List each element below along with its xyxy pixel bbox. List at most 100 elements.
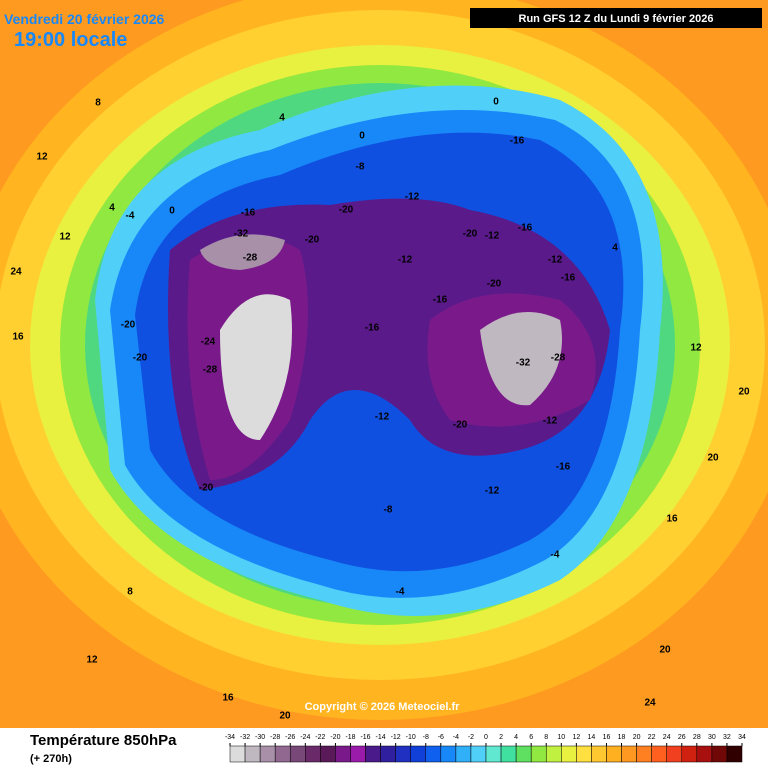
contour-label: -20 [305,235,320,246]
legend-tick-label: -28 [270,734,280,741]
legend-swatch [259,745,276,763]
legend-swatch [545,745,562,763]
legend-tick-label: -12 [391,734,401,741]
run-box [470,8,762,28]
contour-label: -8 [384,505,393,516]
contour-label: -32 [516,358,531,369]
legend-tick-label: 10 [557,734,565,741]
contour-label: -20 [339,205,354,216]
contour-label: -4 [551,550,560,561]
legend-tick-label: -4 [453,734,459,741]
legend-tick-label: 24 [663,734,671,741]
legend-tick-label: 2 [499,734,503,741]
contour-label: -4 [396,587,405,598]
legend-swatch [485,745,502,763]
legend-swatch [500,745,517,763]
contour-label: 16 [12,332,24,343]
legend-tick-label: -34 [225,734,235,741]
legend-swatch [229,745,246,763]
legend-swatch [425,745,442,763]
contour-label: -32 [234,229,249,240]
legend-swatch [244,745,261,763]
contour-label: 4 [612,243,618,254]
contour-label: -12 [398,255,413,266]
contour-label: -20 [487,279,502,290]
contour-label: -20 [453,420,468,431]
legend-tick-label: 18 [618,734,626,741]
legend-swatch [591,745,607,763]
legend-tick-label: -2 [468,734,474,741]
map-fields [0,0,768,720]
legend-swatch [726,745,743,763]
contour-label: 12 [59,232,71,243]
contour-label: 0 [359,131,365,142]
contour-label: -20 [121,320,136,331]
legend-tick-label: 22 [648,734,656,741]
legend-swatch [515,745,532,763]
contour-label: -20 [199,483,214,494]
contour-label: 12 [86,655,98,666]
contour-label: -28 [203,365,218,376]
contour-label: -16 [241,208,256,219]
contour-label: 0 [169,206,175,217]
contour-label: -24 [201,337,216,348]
legend-tick-label: -32 [240,734,250,741]
legend-tick-label: -26 [285,734,295,741]
legend-swatch [365,745,381,763]
contour-label: 16 [222,693,234,704]
contour-label: 20 [738,387,750,398]
legend-tick-label: 8 [544,734,548,741]
legend-tick-label: 28 [693,734,701,741]
contour-label: 0 [493,97,499,108]
legend-tick-label: -6 [438,734,444,741]
legend-swatch [530,745,547,763]
legend-swatch [470,745,487,763]
legend-tick-label: 6 [529,734,533,741]
color-scale: -34 -32 -30 -28 -26 -24 -22 -20 -18 -16 -14 -12 -10-… [225,734,746,763]
legend-swatch [681,745,698,763]
legend-tick-label: 34 [738,734,746,741]
legend-swatch [350,745,366,763]
legend-tick-label: 30 [708,734,716,741]
contour-label: 8 [95,98,101,109]
contour-label: 12 [36,152,48,163]
contour-label: -20 [133,353,148,364]
legend-swatch [335,745,351,763]
contour-label: 20 [279,711,291,722]
run-info: Run GFS 12 Z du Lundi 9 février 2026 [519,13,714,25]
legend-tick-label: -18 [345,734,355,741]
legend-tick-label: -20 [330,734,340,741]
contour-label: 24 [644,698,656,709]
lead-time: (+ 270h) [30,753,72,765]
legend-tick-label: -8 [423,734,429,741]
legend-tick-label: -14 [376,734,386,741]
contour-label: -12 [543,416,558,427]
contour-label: -8 [356,162,365,173]
forecast-date: Vendredi 20 février 2026 [4,11,165,27]
legend-swatch [395,745,411,763]
contour-label: -12 [405,192,420,203]
contour-label: -16 [518,223,533,234]
legend-swatch [636,745,652,763]
contour-label: -12 [485,231,500,242]
legend-swatch [666,745,683,763]
legend-swatch [711,745,728,763]
legend-tick-label: 12 [572,734,580,741]
contour-label: 20 [707,453,719,464]
copyright: Copyright © 2026 Meteociel.fr [305,701,461,713]
legend-title: Température 850hPa [30,732,177,749]
contour-label: -12 [485,486,500,497]
contour-label: -28 [243,253,258,264]
contour-label: 16 [666,514,678,525]
legend-swatch [651,745,667,763]
contour-label: -16 [561,273,576,284]
contour-labels: -16 -8 -12 -20 -16 -32 -28 -20 -12 -20 -12 -16 -16 -1… [10,97,750,722]
legend-tick-label: -16 [360,734,370,741]
contour-label: 4 [109,203,115,214]
contour-label: -4 [126,211,135,222]
legend-tick-label: 14 [588,734,596,741]
legend-tick-label: -10 [406,734,416,741]
legend-swatch [410,745,427,763]
legend-tick-label: 32 [723,734,731,741]
